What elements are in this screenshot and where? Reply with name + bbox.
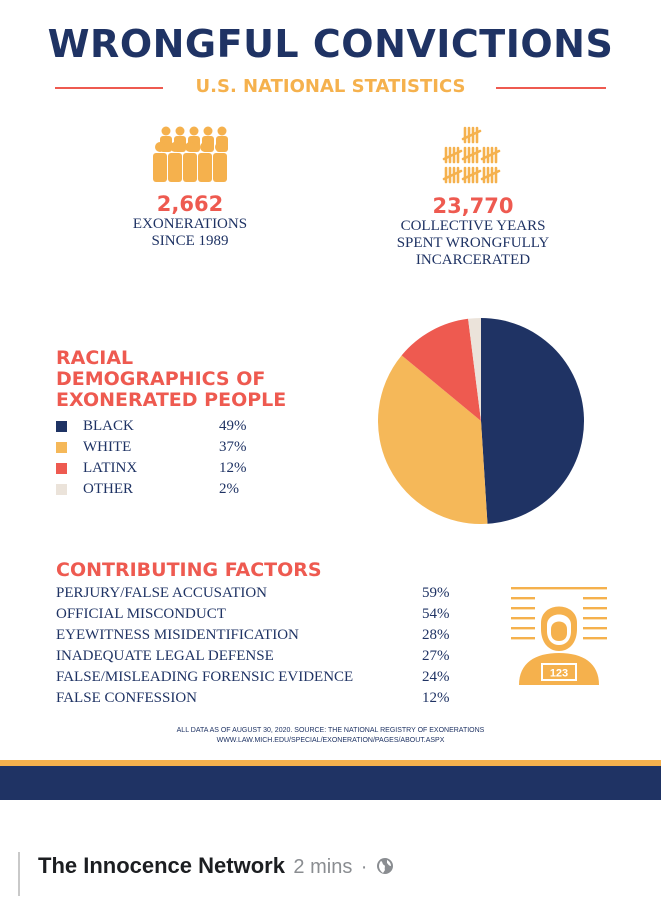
footer-stripe	[0, 760, 661, 766]
legend-item: OTHER 2%	[56, 480, 296, 501]
stat-caption-line: SINCE 1989	[151, 233, 229, 249]
stat-number: 2,662	[156, 192, 224, 216]
stat-exonerations: 2,662 EXONERATIONS SINCE 1989	[90, 126, 290, 250]
factor-row: FALSE/MISLEADING FORENSIC EVIDENCE 24%	[56, 668, 466, 689]
legend-swatch	[56, 463, 67, 474]
footer-band	[0, 766, 661, 800]
pie-slice-other	[468, 318, 481, 421]
stat-number: 23,770	[432, 194, 514, 218]
race-heading: RACIAL DEMOGRAPHICS OF EXONERATED PEOPLE	[56, 348, 356, 411]
factor-label: INADEQUATE LEGAL DEFENSE	[56, 648, 274, 664]
factor-value: 27%	[422, 648, 450, 664]
factor-row: PERJURY/FALSE ACCUSATION 59%	[56, 584, 466, 605]
legend-value: 49%	[219, 418, 247, 434]
factor-label: PERJURY/FALSE ACCUSATION	[56, 585, 268, 601]
infographic: WRONGFUL CONVICTIONS U.S. NATIONAL STATI…	[0, 22, 661, 800]
factor-row: INADEQUATE LEGAL DEFENSE 27%	[56, 647, 466, 668]
mugshot-icon: 123	[511, 587, 607, 685]
legend-value: 37%	[219, 439, 247, 455]
factor-label: EYEWITNESS MISIDENTIFICATION	[56, 627, 299, 643]
factors-heading: CONTRIBUTING FACTORS	[56, 559, 322, 581]
stat-years-incarcerated: 23,770 COLLECTIVE YEARS SPENT WRONGFULLY…	[363, 126, 583, 269]
pie-slice-white	[378, 355, 488, 524]
factor-value: 24%	[422, 669, 450, 685]
pie-slice-latinx	[401, 318, 481, 421]
subtitle-rule-right	[496, 87, 606, 89]
factor-label: FALSE/MISLEADING FORENSIC EVIDENCE	[56, 669, 354, 685]
post-timestamp[interactable]: 2 mins	[293, 856, 353, 878]
factor-row: EYEWITNESS MISIDENTIFICATION 28%	[56, 626, 466, 647]
mugshot-number: 123	[550, 668, 568, 680]
post-author-link[interactable]: The Innocence Network	[38, 853, 285, 878]
factor-value: 28%	[422, 627, 450, 643]
globe-icon[interactable]	[376, 857, 394, 875]
footnote-line: ALL DATA AS OF AUGUST 30, 2020. SOURCE: …	[176, 727, 485, 734]
subtitle-row: U.S. NATIONAL STATISTICS	[55, 76, 606, 100]
race-heading-line: EXONERATED PEOPLE	[56, 389, 287, 411]
factor-row: FALSE CONFESSION 12%	[56, 689, 466, 710]
legend-label: BLACK	[83, 418, 134, 434]
post-header: The Innocence Network 2 mins ·	[0, 800, 661, 900]
legend-swatch	[56, 421, 67, 432]
legend-value: 2%	[219, 481, 239, 497]
pie-slice-black	[481, 318, 584, 524]
factor-label: FALSE CONFESSION	[56, 690, 197, 706]
stat-caption-line: EXONERATIONS	[132, 216, 248, 232]
legend-item: BLACK 49%	[56, 417, 296, 438]
race-heading-line: RACIAL	[56, 347, 134, 369]
factor-value: 12%	[422, 690, 450, 706]
race-pie-chart	[378, 318, 584, 524]
people-icon	[153, 126, 228, 182]
legend-item: WHITE 37%	[56, 438, 296, 459]
legend-swatch	[56, 442, 67, 453]
legend-value: 12%	[219, 460, 247, 476]
source-footnote: ALL DATA AS OF AUGUST 30, 2020. SOURCE: …	[0, 726, 661, 746]
stat-caption-line: SPENT WRONGFULLY	[396, 235, 550, 251]
page-title: WRONGFUL CONVICTIONS	[47, 22, 614, 66]
factor-value: 54%	[422, 606, 450, 622]
legend-label: LATINX	[83, 460, 138, 476]
subtitle-rule-left	[55, 87, 163, 89]
factor-label: OFFICIAL MISCONDUCT	[56, 606, 226, 622]
legend-swatch	[56, 484, 67, 495]
stat-caption-line: INCARCERATED	[415, 252, 531, 268]
factors-list: PERJURY/FALSE ACCUSATION 59% OFFICIAL MI…	[56, 584, 466, 710]
footnote-line: WWW.LAW.MICH.EDU/SPECIAL/EXONERATION/PAG…	[216, 737, 445, 744]
separator-dot: ·	[360, 856, 368, 878]
post-divider	[18, 852, 20, 896]
factor-row: OFFICIAL MISCONDUCT 54%	[56, 605, 466, 626]
factor-value: 59%	[422, 585, 450, 601]
tally-marks-icon	[442, 126, 501, 184]
stat-caption-line: COLLECTIVE YEARS	[400, 218, 546, 234]
post-meta: The Innocence Network 2 mins ·	[38, 853, 394, 879]
subtitle: U.S. NATIONAL STATISTICS	[195, 76, 466, 97]
race-legend: BLACK 49% WHITE 37% LATINX 12% OTHER 2%	[56, 417, 296, 501]
legend-item: LATINX 12%	[56, 459, 296, 480]
race-heading-line: DEMOGRAPHICS OF	[56, 368, 266, 390]
legend-label: WHITE	[83, 439, 132, 455]
legend-label: OTHER	[83, 481, 133, 497]
